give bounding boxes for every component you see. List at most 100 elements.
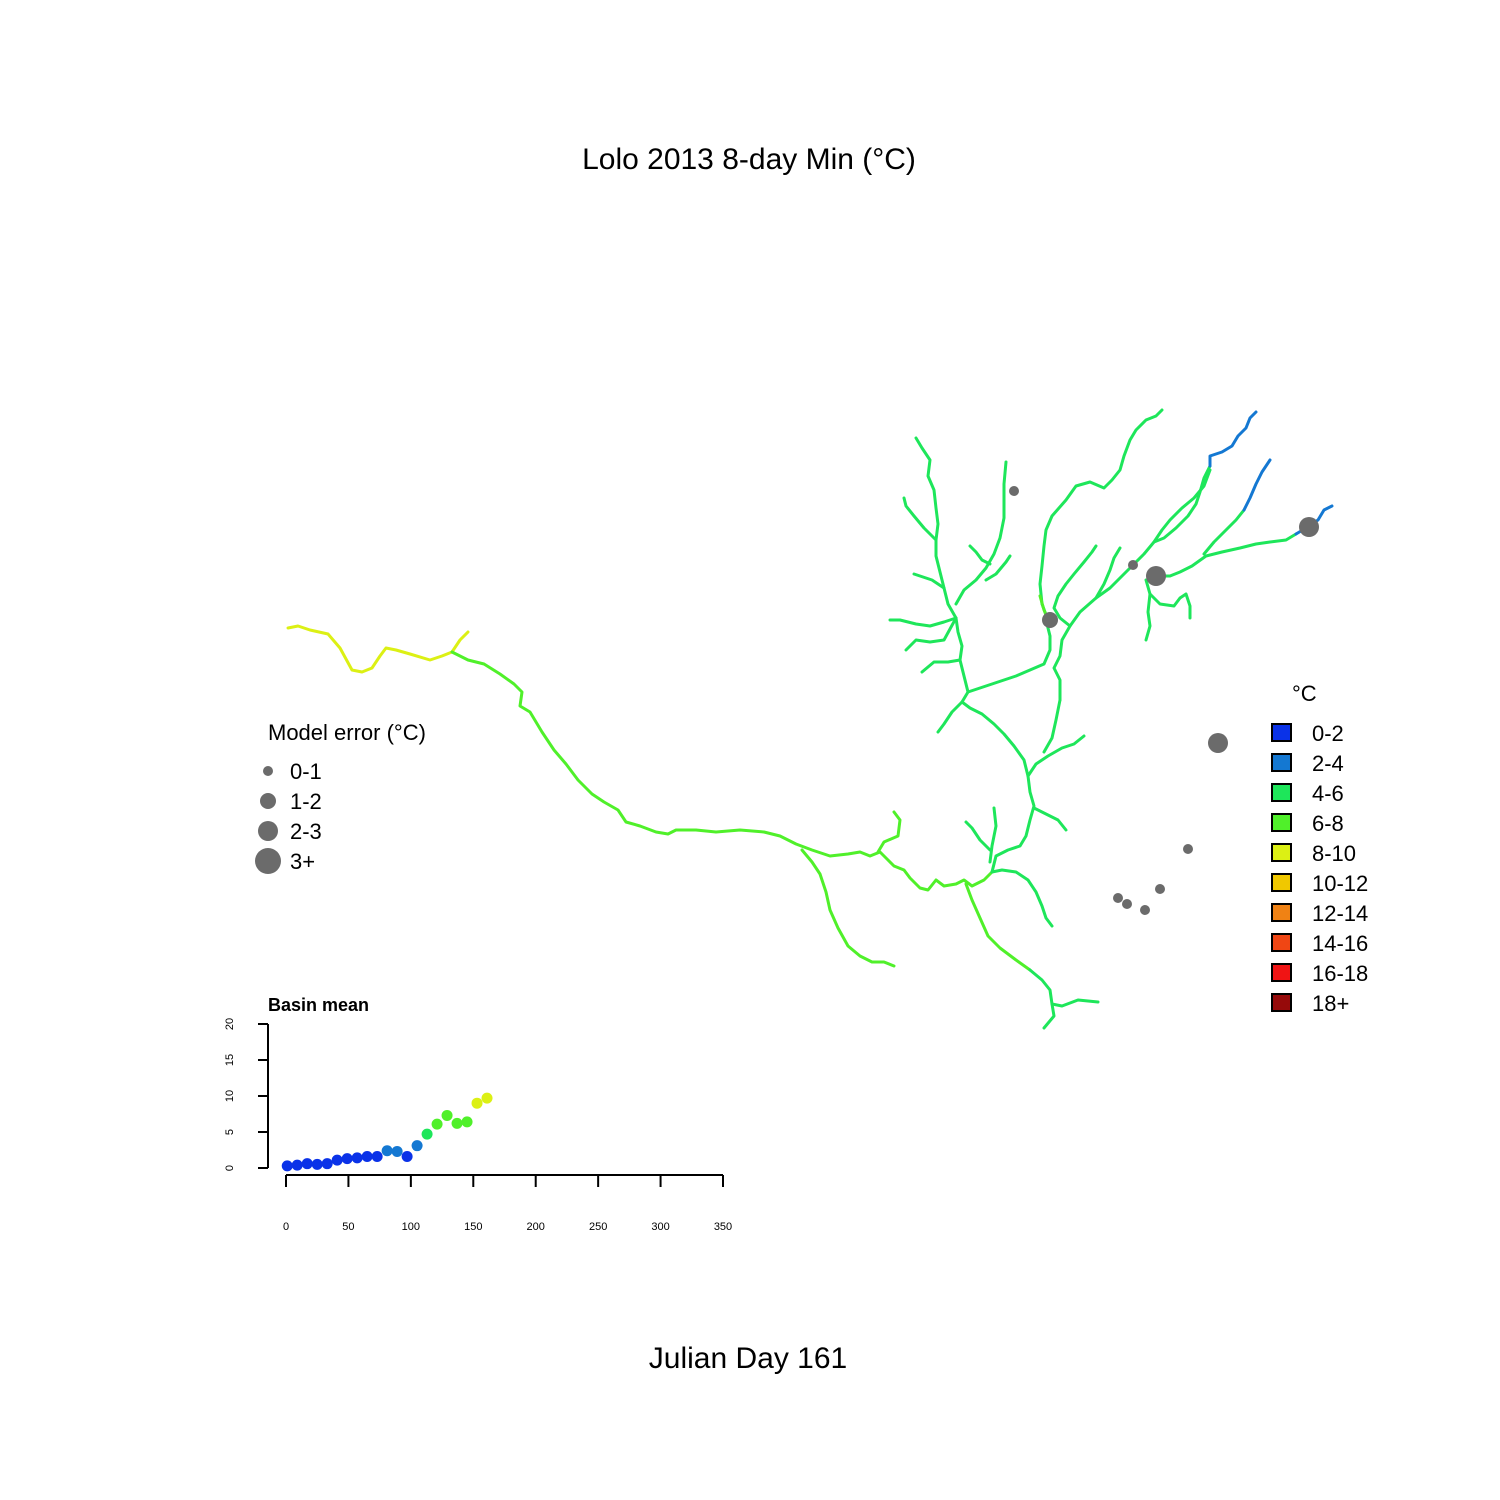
x-tick-label: 350: [714, 1221, 732, 1233]
y-tick-label: 20: [224, 1018, 236, 1030]
stream-segment: [1154, 532, 1298, 578]
stream-segment: [1148, 592, 1192, 620]
y-tick-label: 15: [224, 1054, 236, 1066]
error-legend-symbol: [263, 766, 273, 776]
stream-segment: [1042, 1002, 1056, 1030]
temperature-legend-label: 18+: [1312, 991, 1349, 1016]
temperature-legend-label: 6-8: [1312, 811, 1344, 836]
temperature-legend-swatch: [1271, 873, 1292, 892]
x-tick-label: 200: [527, 1221, 545, 1233]
julian-day-label: Julian Day 161: [649, 1342, 847, 1375]
error-point-site-9: [1113, 893, 1123, 903]
temperature-legend-label: 2-4: [1312, 751, 1344, 776]
x-tick-label: 150: [464, 1221, 482, 1233]
stream-segment: [904, 616, 958, 652]
error-point-site-10: [1122, 899, 1132, 909]
stream-segment: [1052, 468, 1212, 702]
stream-segment: [1094, 546, 1122, 600]
stream-segment: [964, 882, 1032, 972]
basin-mean-point: [341, 1153, 353, 1165]
stream-segment: [990, 868, 1054, 928]
basin-mean-point: [281, 1160, 293, 1172]
error-point-site-8: [1155, 884, 1165, 894]
basin-mean-point: [311, 1158, 323, 1170]
temperature-legend-swatch: [1271, 843, 1292, 862]
basin-mean-point: [411, 1140, 423, 1152]
stream-network-map: [286, 408, 1334, 1030]
stream-segment: [960, 618, 1052, 704]
stream-segment: [1026, 734, 1086, 778]
stream-segment: [1038, 408, 1164, 622]
y-tick-label: 5: [224, 1129, 236, 1135]
stream-segment: [1242, 458, 1272, 512]
stream-segment: [964, 820, 992, 852]
stream-segment: [876, 810, 902, 854]
temperature-legend-swatch: [1271, 903, 1292, 922]
temperature-legend-label: 14-16: [1312, 931, 1368, 956]
basin-mean-point: [401, 1150, 413, 1162]
stream-segment: [800, 848, 896, 968]
stream-segment: [954, 460, 1008, 606]
temperature-legend-swatch: [1271, 813, 1292, 832]
stream-segment: [914, 436, 970, 694]
stream-segment: [902, 496, 938, 542]
basin-mean-point: [431, 1118, 443, 1130]
y-tick-label: 0: [224, 1165, 236, 1171]
temperature-legend-title: °C: [1292, 681, 1317, 706]
basin-mean-point: [471, 1097, 483, 1109]
temperature-legend: °C 0-2 2-4 4-6 6-8 8-10 10-12 12-14 14-16 16-18 1…: [1271, 681, 1368, 1016]
stream-segment: [984, 554, 1012, 582]
temperature-legend-label: 16-18: [1312, 961, 1368, 986]
basin-mean-point: [331, 1154, 343, 1166]
basin-mean-chart: Basin mean 0 5 10 15 20 0 50 100 150 200 250 300 35…: [224, 995, 732, 1233]
temperature-legend-swatch: [1271, 723, 1292, 742]
basin-mean-point: [351, 1152, 363, 1164]
stream-segment: [1052, 544, 1098, 628]
temperature-legend-label: 8-10: [1312, 841, 1356, 866]
x-tick-label: 300: [651, 1221, 669, 1233]
temperature-legend-swatch: [1271, 963, 1292, 982]
stream-segment: [936, 700, 964, 734]
stream-segment: [1042, 698, 1062, 754]
basin-mean-point: [301, 1158, 313, 1170]
x-tick-label: 50: [342, 1221, 354, 1233]
temperature-legend-swatch: [1271, 993, 1292, 1012]
stream-segment: [1028, 968, 1100, 1008]
y-axis-ticks: 0 5 10 15 20: [224, 1018, 268, 1171]
basin-mean-point: [421, 1128, 433, 1140]
basin-mean-point: [371, 1150, 383, 1162]
basin-mean-point: [291, 1159, 303, 1171]
stream-segment: [912, 572, 946, 590]
error-point-site-6: [1299, 517, 1319, 537]
basin-mean-point: [481, 1092, 493, 1104]
error-legend-label: 0-1: [290, 759, 322, 784]
basin-mean-point: [361, 1150, 373, 1162]
stream-segment: [920, 658, 962, 674]
error-point-site-3: [1042, 612, 1058, 628]
stream-segment: [1152, 464, 1212, 544]
stream-segment: [286, 624, 470, 674]
error-point-site-5: [1146, 566, 1166, 586]
stream-segment: [888, 616, 958, 628]
error-legend-title: Model error (°C): [268, 720, 426, 745]
stream-segment: [1208, 410, 1258, 468]
temperature-legend-swatch: [1271, 753, 1292, 772]
temperature-legend-swatch: [1271, 933, 1292, 952]
error-legend-label: 3+: [290, 849, 315, 874]
error-point-site-11: [1140, 905, 1150, 915]
stream-segment: [450, 650, 994, 892]
figure-title: Lolo 2013 8-day Min (°C): [582, 143, 916, 176]
temperature-legend-label: 12-14: [1312, 901, 1368, 926]
error-legend-symbol: [258, 821, 278, 841]
x-tick-label: 100: [402, 1221, 420, 1233]
model-error-points: [1009, 486, 1319, 915]
temperature-legend-label: 10-12: [1312, 871, 1368, 896]
basin-mean-point: [451, 1117, 463, 1129]
error-legend-symbol: [260, 793, 276, 809]
basin-mean-point: [391, 1145, 403, 1157]
stream-segment: [1202, 508, 1246, 556]
inset-chart-title: Basin mean: [268, 995, 369, 1015]
stream-segment: [1144, 578, 1152, 642]
stream-segment: [1032, 806, 1068, 832]
